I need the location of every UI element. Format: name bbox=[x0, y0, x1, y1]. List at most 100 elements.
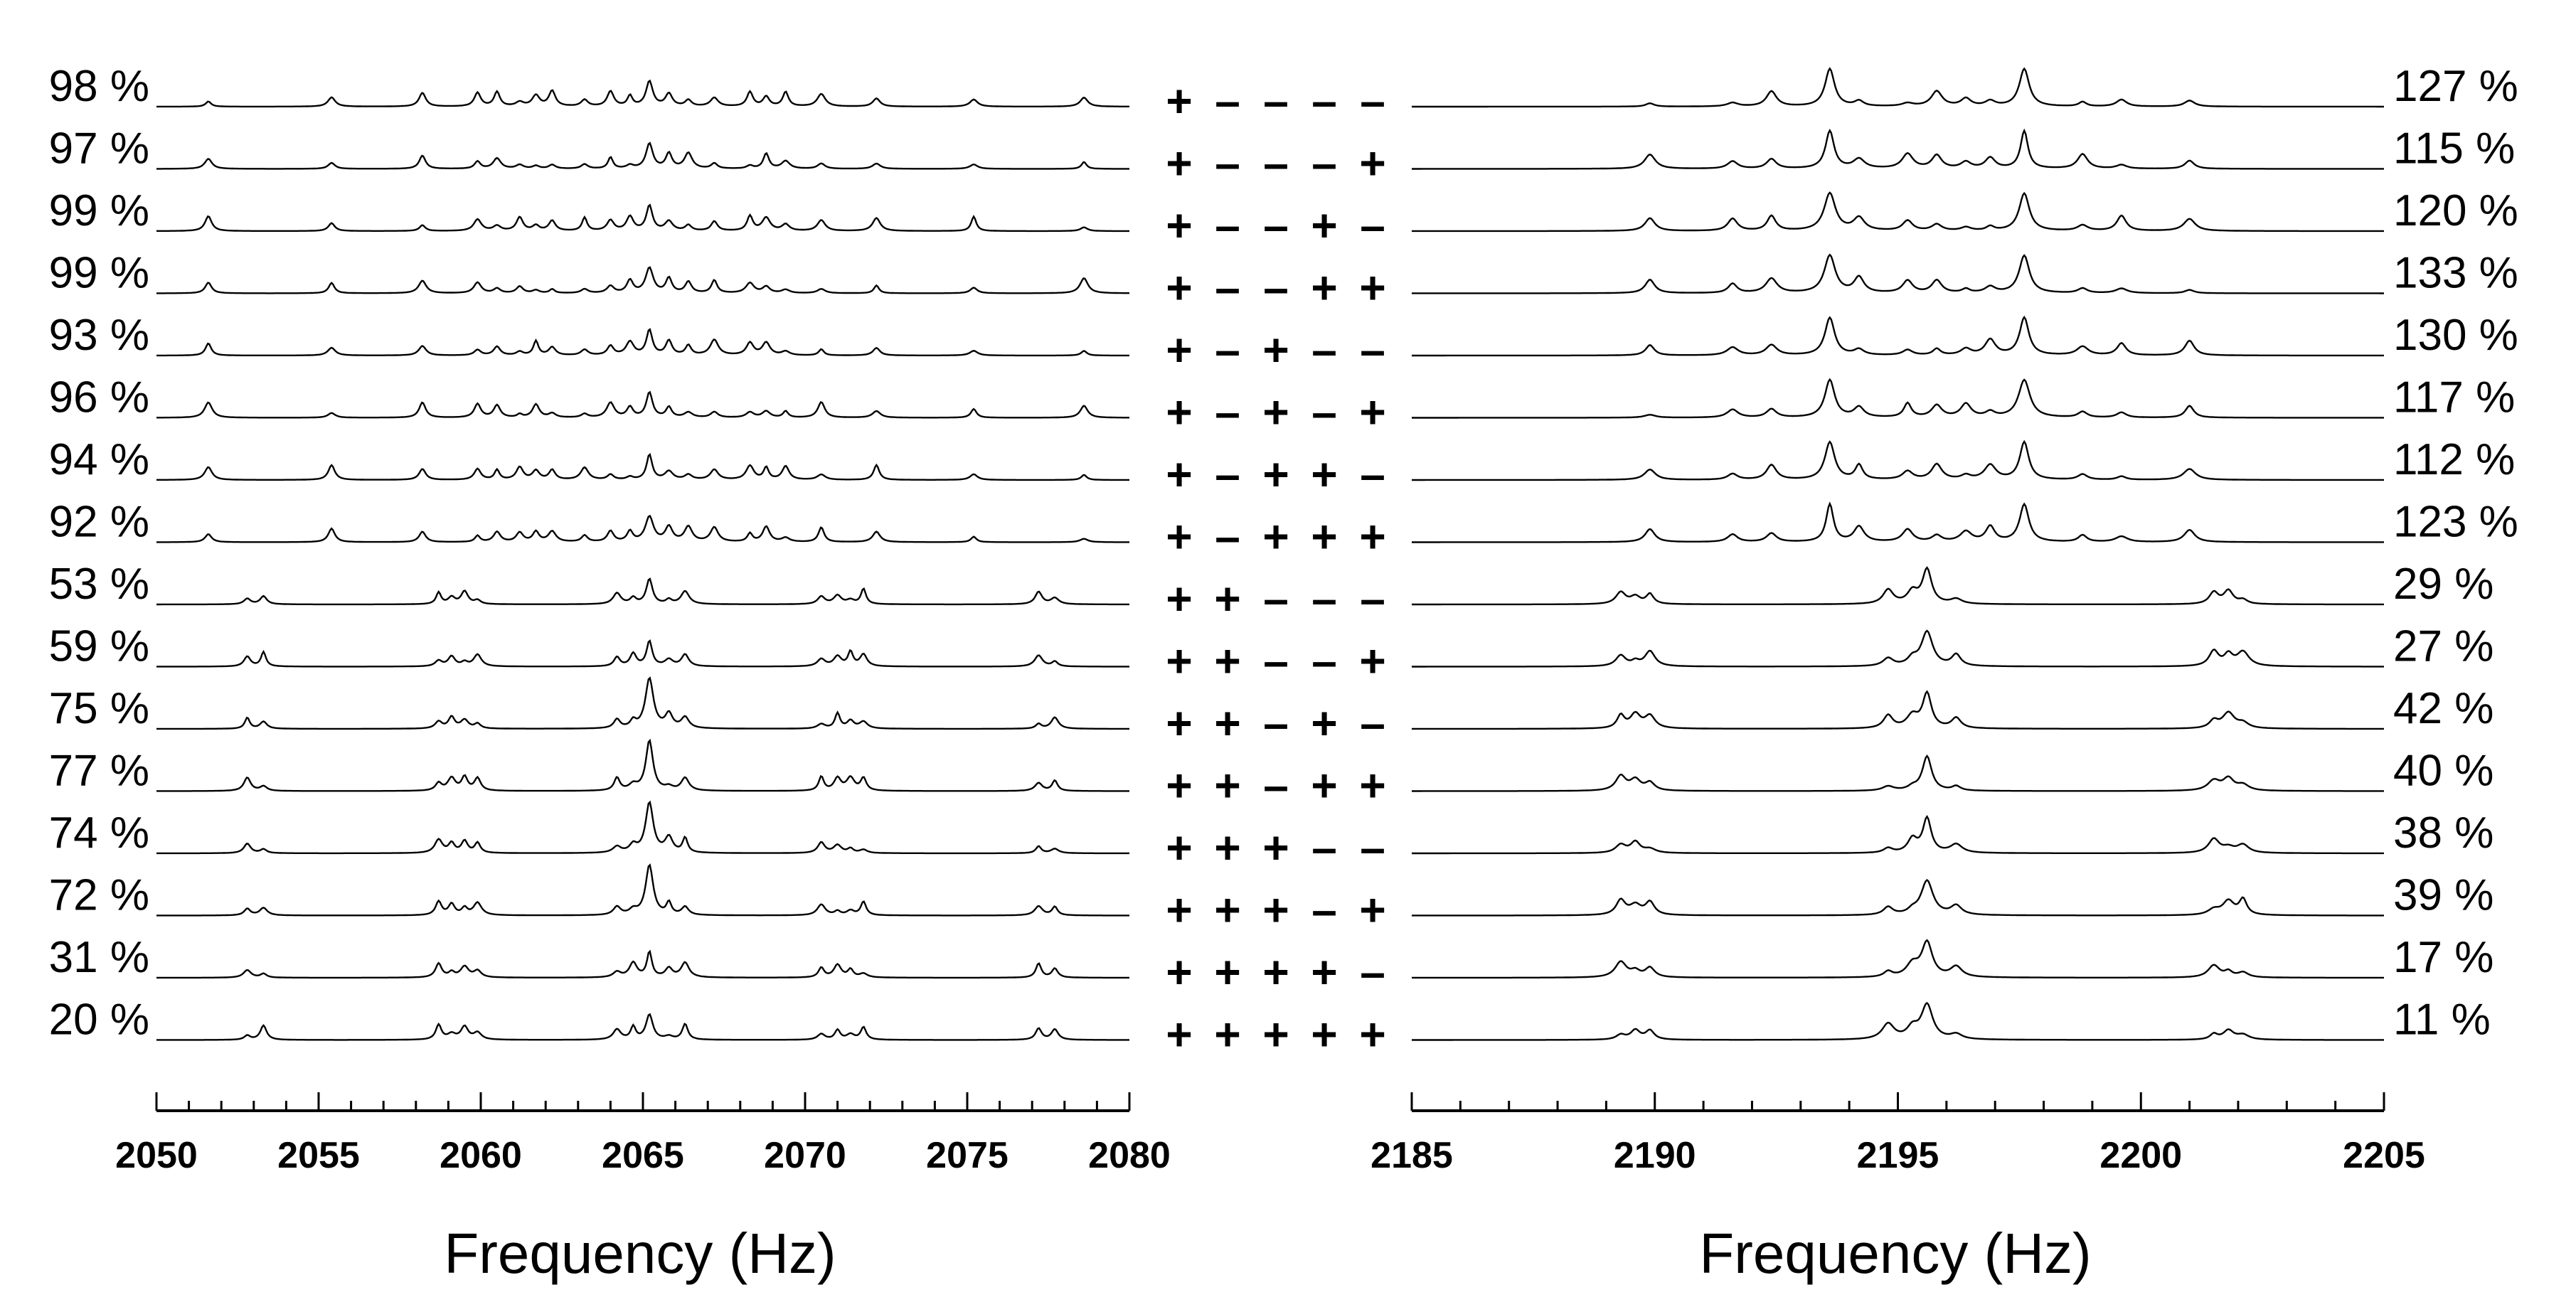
minus-sign: – bbox=[1215, 449, 1240, 500]
percent-label: 123 % bbox=[2393, 498, 2518, 547]
minus-sign: – bbox=[1311, 636, 1337, 687]
plus-sign: + bbox=[1166, 449, 1192, 500]
minus-sign: – bbox=[1215, 75, 1240, 127]
percent-label: 92 % bbox=[49, 498, 149, 547]
spectrum-trace bbox=[1412, 378, 2384, 419]
minus-sign: – bbox=[1263, 573, 1289, 624]
x-tick-label: 2080 bbox=[1088, 1135, 1171, 1176]
percent-label: 17 % bbox=[2393, 933, 2493, 982]
plus-sign: + bbox=[1214, 698, 1240, 749]
plus-sign: + bbox=[1166, 262, 1192, 314]
plus-sign: + bbox=[1166, 324, 1192, 375]
plus-sign: + bbox=[1262, 449, 1289, 500]
plus-sign: + bbox=[1311, 449, 1337, 500]
plus-sign: + bbox=[1166, 1009, 1192, 1060]
plus-sign: + bbox=[1214, 822, 1240, 873]
x-tick-label: 2075 bbox=[926, 1135, 1008, 1176]
minus-sign: – bbox=[1311, 75, 1337, 127]
plus-sign: + bbox=[1214, 636, 1240, 687]
minus-sign: – bbox=[1360, 200, 1385, 251]
plus-sign: + bbox=[1166, 75, 1192, 127]
minus-sign: – bbox=[1263, 138, 1289, 189]
x-tick-label: 2205 bbox=[2343, 1135, 2425, 1176]
spectrum-trace bbox=[1412, 814, 2384, 855]
spectrum-trace bbox=[156, 676, 1129, 730]
percent-label: 130 % bbox=[2393, 311, 2518, 360]
percent-label: 20 % bbox=[49, 996, 149, 1045]
x-tick-label: 2065 bbox=[602, 1135, 684, 1176]
x-tick-label: 2070 bbox=[764, 1135, 846, 1176]
left-spectra-panel: 2050 2055 2060 2065 2070 2075 2080 98 % 97 % 99 %… bbox=[49, 62, 1171, 1176]
plus-sign: + bbox=[1359, 262, 1385, 314]
spectrum-trace bbox=[156, 800, 1129, 855]
minus-sign: – bbox=[1360, 324, 1385, 375]
spectrum-trace bbox=[1412, 315, 2384, 357]
spectrum-trace bbox=[1412, 128, 2384, 170]
percent-label: 99 % bbox=[49, 249, 149, 298]
minus-sign: – bbox=[1263, 698, 1289, 749]
plus-sign: + bbox=[1166, 138, 1192, 189]
plus-sign: + bbox=[1311, 698, 1337, 749]
x-tick-label: 2055 bbox=[277, 1135, 360, 1176]
percent-label: 120 % bbox=[2393, 186, 2518, 235]
plus-sign: + bbox=[1166, 946, 1192, 998]
minus-sign: – bbox=[1263, 636, 1289, 687]
minus-sign: – bbox=[1360, 698, 1385, 749]
minus-sign: – bbox=[1311, 573, 1337, 624]
spectrum-trace bbox=[156, 639, 1129, 668]
plus-sign: + bbox=[1166, 760, 1192, 811]
x-tick-label: 2050 bbox=[115, 1135, 198, 1176]
minus-sign: – bbox=[1360, 75, 1385, 127]
minus-sign: – bbox=[1311, 822, 1337, 873]
minus-sign: – bbox=[1263, 262, 1289, 314]
plus-sign: + bbox=[1262, 511, 1289, 562]
spectrum-trace bbox=[156, 79, 1129, 108]
percent-label: 99 % bbox=[49, 186, 149, 235]
minus-sign: – bbox=[1215, 324, 1240, 375]
spectrum-trace bbox=[1412, 878, 2384, 917]
plus-sign: + bbox=[1311, 262, 1337, 314]
spectrum-trace bbox=[156, 328, 1129, 357]
spectrum-trace bbox=[1412, 566, 2384, 606]
percent-label: 29 % bbox=[2393, 560, 2493, 609]
plus-sign: + bbox=[1214, 760, 1240, 811]
plus-sign: + bbox=[1262, 324, 1289, 375]
minus-sign: – bbox=[1360, 946, 1385, 998]
percent-label: 127 % bbox=[2393, 62, 2518, 111]
spectrum-trace bbox=[1412, 939, 2384, 979]
percent-label: 53 % bbox=[49, 560, 149, 609]
percent-label: 74 % bbox=[49, 809, 149, 858]
plus-sign: + bbox=[1311, 946, 1337, 998]
plus-sign: + bbox=[1311, 511, 1337, 562]
percent-label: 75 % bbox=[49, 684, 149, 733]
spectrum-trace bbox=[156, 738, 1129, 792]
percent-label: 11 % bbox=[2393, 996, 2491, 1045]
x-tick-label: 2190 bbox=[1614, 1135, 1696, 1176]
plus-sign: + bbox=[1166, 885, 1192, 936]
plus-sign: + bbox=[1214, 1009, 1240, 1060]
minus-sign: – bbox=[1311, 138, 1337, 189]
plus-sign: + bbox=[1166, 698, 1192, 749]
plus-sign: + bbox=[1214, 885, 1240, 936]
minus-sign: – bbox=[1311, 387, 1337, 438]
percent-label: 27 % bbox=[2393, 622, 2493, 671]
spectrum-trace bbox=[156, 514, 1129, 543]
percent-label: 59 % bbox=[49, 622, 149, 671]
spectrum-trace bbox=[1412, 67, 2384, 108]
spectrum-trace bbox=[1412, 439, 2384, 481]
plus-sign: + bbox=[1166, 387, 1192, 438]
plus-sign: + bbox=[1359, 760, 1385, 811]
spectrum-trace bbox=[156, 203, 1129, 233]
plus-sign: + bbox=[1359, 636, 1385, 687]
minus-sign: – bbox=[1263, 200, 1289, 251]
percent-label: 112 % bbox=[2393, 435, 2515, 484]
spectrum-trace bbox=[1411, 690, 2384, 730]
percent-label: 72 % bbox=[49, 871, 149, 920]
spectrum-trace bbox=[156, 949, 1129, 979]
percent-label: 133 % bbox=[2393, 249, 2518, 298]
percent-label: 96 % bbox=[49, 373, 149, 422]
minus-sign: – bbox=[1263, 75, 1289, 127]
minus-sign: – bbox=[1360, 822, 1385, 873]
spectrum-trace bbox=[1412, 1001, 2384, 1041]
